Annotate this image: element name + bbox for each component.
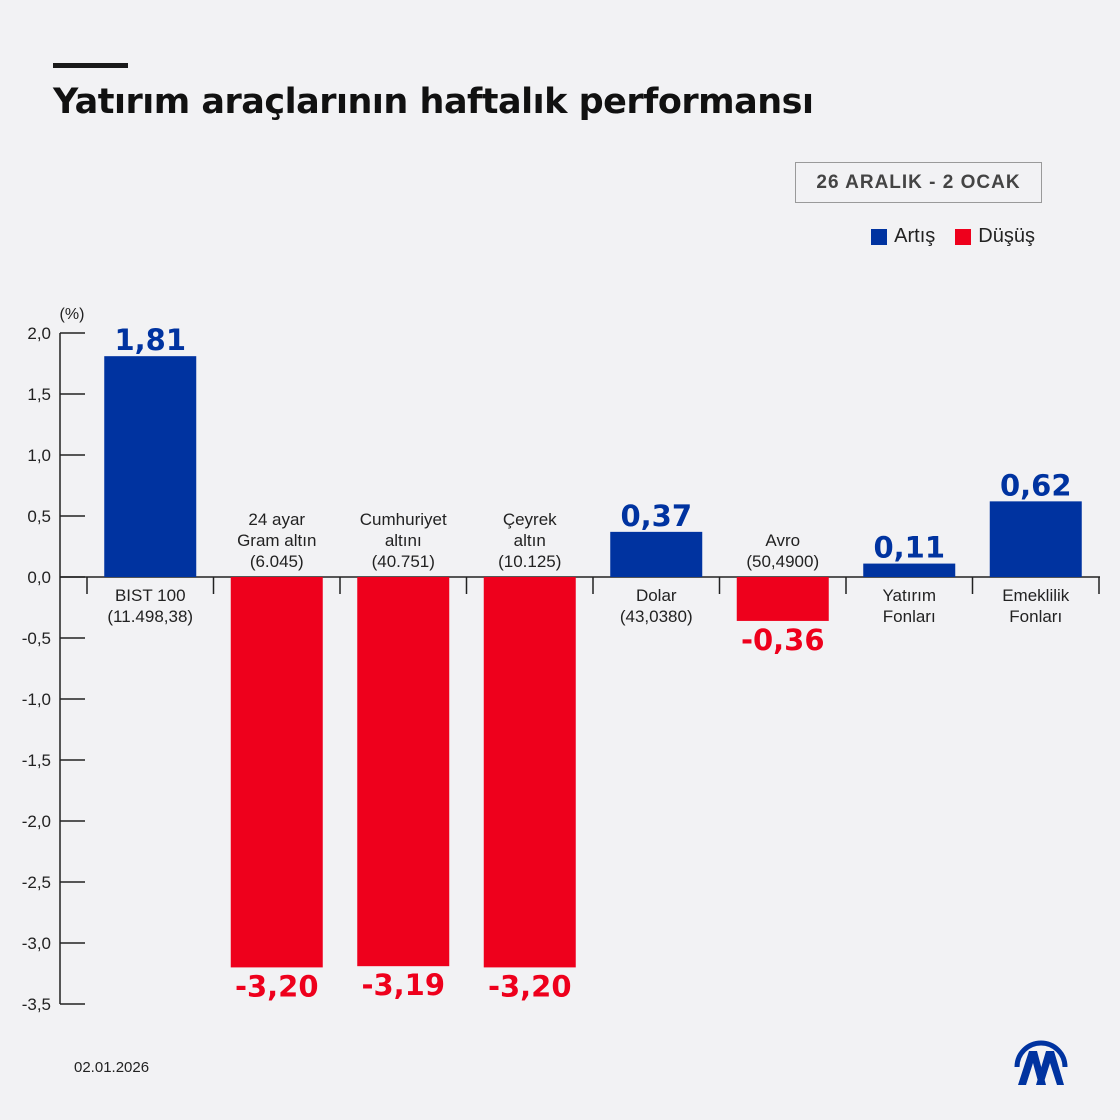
category-label: Cumhuriyet: [360, 510, 447, 529]
category-label: 24 ayar: [248, 510, 305, 529]
y-tick-label: 1,5: [27, 385, 51, 404]
y-tick-label: 2,0: [27, 324, 51, 343]
y-tick-label: -0,5: [22, 629, 51, 648]
bar: [863, 563, 956, 577]
legend-label-increase: Artış: [894, 225, 936, 247]
bar: [230, 577, 323, 968]
category-label: altını: [385, 531, 422, 550]
value-label: 0,11: [873, 531, 945, 565]
bar: [104, 356, 197, 577]
bar: [357, 577, 450, 967]
aa-logo: [1014, 1040, 1068, 1085]
y-tick-label: -3,0: [22, 934, 51, 953]
title-rule: [53, 63, 128, 68]
legend-item-increase: Artış: [871, 225, 935, 248]
y-tick-label: -2,0: [22, 812, 51, 831]
bar: [610, 531, 703, 577]
category-label: Gram altın: [237, 531, 316, 550]
category-label: Fonları: [1009, 607, 1062, 626]
category-label: (43,0380): [620, 607, 693, 626]
category-label: altın: [514, 531, 546, 550]
legend-swatch-increase: [871, 228, 888, 245]
footer-date: 02.01.2026: [74, 1059, 150, 1076]
legend-swatch-decrease: [955, 228, 972, 245]
y-axis-label: (%): [60, 306, 85, 323]
y-tick-label: -1,0: [22, 690, 51, 709]
date-range-badge: 26 ARALIK - 2 OCAK: [795, 162, 1042, 203]
bar: [989, 501, 1082, 577]
value-label: 0,37: [620, 499, 692, 533]
category-label: Yatırım: [882, 586, 936, 605]
category-label: Avro: [765, 531, 800, 550]
category-label: (10.125): [498, 552, 561, 571]
category-label: (40.751): [372, 552, 435, 571]
category-label: (50,4900): [746, 552, 819, 571]
legend-item-decrease: Düşüş: [955, 225, 1035, 248]
legend: Artış Düşüş: [871, 225, 1035, 248]
y-tick-label: -1,5: [22, 751, 51, 770]
value-label: -3,20: [235, 969, 319, 1003]
y-tick-label: -3,5: [22, 995, 51, 1014]
category-label: (11.498,38): [107, 607, 193, 626]
value-label: -0,36: [741, 623, 825, 657]
legend-label-decrease: Düşüş: [978, 225, 1035, 247]
category-label: (6.045): [250, 552, 304, 571]
category-label: Dolar: [636, 586, 677, 605]
y-tick-label: -2,5: [22, 873, 51, 892]
y-tick-label: 0,0: [27, 568, 51, 587]
chart-title: Yatırım araçlarının haftalık performansı: [53, 82, 814, 122]
bar: [736, 577, 829, 621]
y-tick-label: 1,0: [27, 446, 51, 465]
value-label: -3,20: [488, 969, 572, 1003]
value-label: 1,81: [114, 323, 186, 357]
category-label: Fonları: [883, 607, 936, 626]
bar: [483, 577, 576, 968]
category-label: Emeklilik: [1002, 586, 1070, 605]
value-label: 0,62: [1000, 468, 1072, 502]
y-tick-label: 0,5: [27, 507, 51, 526]
category-label: BIST 100: [115, 586, 186, 605]
value-label: -3,19: [361, 968, 445, 1002]
category-label: Çeyrek: [503, 510, 557, 529]
